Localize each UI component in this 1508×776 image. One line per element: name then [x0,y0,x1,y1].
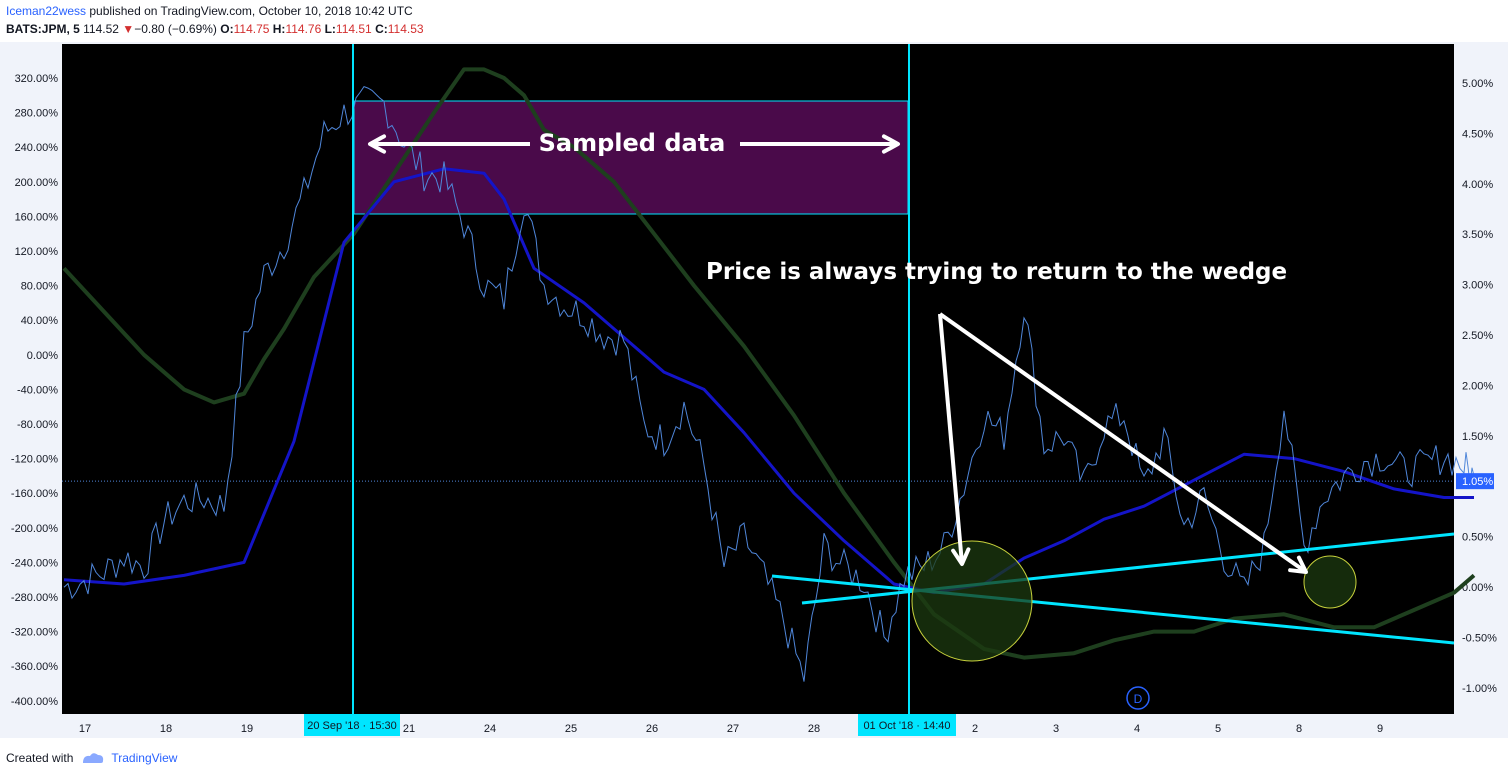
right-axis-tick: -0.50% [1462,632,1497,644]
x-axis-tick: 25 [565,723,577,735]
x-axis-tick: 8 [1296,723,1302,735]
right-axis-tick: -1.00% [1462,683,1497,695]
left-axis-tick: -240.00% [11,557,58,569]
dividend-marker-label: D [1134,692,1143,706]
green-moving-average [62,67,1476,660]
tradingview-link[interactable]: TradingView [111,751,178,765]
low-value: 114.51 [335,22,372,36]
ohlc-line: BATS:JPM, 5 114.52 ▼−0.80 (−0.69%) O:114… [6,22,424,36]
left-axis-tick: 0.00% [27,350,58,362]
symbol-label[interactable]: BATS:JPM, 5 [6,22,80,36]
right-axis-tick: 5.00% [1462,78,1493,90]
close-value: 114.53 [387,22,424,36]
wedge-arrow-diag-head [1288,555,1308,574]
price-line [63,85,1475,682]
left-axis-tick: -280.00% [11,592,58,604]
created-with-text: Created with [6,751,74,765]
right-axis-tick: 4.00% [1462,179,1493,191]
open-value: 114.75 [233,22,270,36]
x-axis-tick: 26 [646,723,658,735]
high-value: 114.76 [285,22,322,36]
right-axis-tick: 2.00% [1462,380,1493,392]
left-axis-tick: -160.00% [11,488,58,500]
left-axis-tick: 280.00% [15,108,59,120]
wedge-arrow-down-head [951,547,971,566]
price-note-annotation: Price is always trying to return to the … [706,259,1287,285]
right-axis-tick: 2.50% [1462,330,1493,342]
x-axis-tick: 5 [1215,723,1221,735]
left-axis-tick: -200.00% [11,523,58,535]
sampled-data-box [353,100,909,215]
cursor-date-label-bg [304,714,400,736]
cursor-date-label: 20 Sep '18 · 15:30 [307,720,397,732]
left-axis-tick: 320.00% [15,73,59,85]
last-price: 114.52 [83,22,119,36]
x-axis-tick: 28 [808,723,820,735]
x-axis-tick: 24 [484,723,496,735]
left-axis-tick: -120.00% [11,454,58,466]
price-chart[interactable]: 320.00%280.00%240.00%200.00%160.00%120.0… [0,42,1508,738]
sampled-arrow-left-head [368,134,387,154]
x-axis-tick: 17 [79,723,91,735]
tradingview-logo-icon [83,753,104,763]
down-arrow-icon: ▼ [122,22,135,36]
left-axis-tick: 80.00% [21,281,59,293]
wedge-arrow-diag-shaft [938,312,1308,574]
left-axis-tick: -40.00% [17,384,58,396]
x-axis-tick: 19 [241,723,253,735]
wedge-upper-trendline [771,574,1455,645]
publish-line: Iceman22wess published on TradingView.co… [6,4,413,18]
sampled-arrow-right-head [881,134,900,154]
low-label: L: [324,22,336,36]
published-text: published on TradingView.com, October 10… [86,4,413,18]
x-axis-tick: 3 [1053,723,1059,735]
wedge-lower-trendline [801,532,1455,605]
right-axis-tick: 1.50% [1462,431,1493,443]
author-link[interactable]: Iceman22wess [6,4,87,18]
right-axis-tick: 4.50% [1462,128,1493,140]
open-label: O: [220,22,234,36]
left-axis-tick: -80.00% [17,419,58,431]
current-value-tag-bg [1456,473,1494,490]
left-axis-tick: 200.00% [15,177,59,189]
left-axis-tick: -400.00% [11,696,58,708]
x-axis-tick: 21 [403,723,415,735]
right-axis-tick: 0.00% [1462,582,1493,594]
wedge-arrow-down-shaft [938,313,964,565]
x-axis-tick: 4 [1134,723,1140,735]
cursor-date-label: 01 Oct '18 · 14:40 [863,720,950,732]
left-axis-tick: 40.00% [21,315,59,327]
left-axis-tick: 120.00% [15,246,59,258]
left-axis-tick: 160.00% [15,211,59,223]
left-axis-tick: 240.00% [15,142,59,154]
x-axis-tick: 18 [160,723,172,735]
right-axis-tick: 3.50% [1462,229,1493,241]
price-change: −0.80 (−0.69%) [134,22,217,36]
current-value-tag: 1.05% [1462,476,1493,488]
highlight-circle-large [911,540,1033,662]
left-axis-tick: -320.00% [11,627,58,639]
highlight-circle-small [1303,555,1357,609]
footer: Created with TradingView [6,751,177,765]
high-label: H: [272,22,286,36]
right-axis-tick: 3.00% [1462,280,1493,292]
dividend-marker-icon [1126,686,1150,710]
left-axis-tick: -360.00% [11,661,58,673]
close-label: C: [375,22,388,36]
sampled-data-annotation: Sampled data [539,129,726,157]
x-axis-tick: 27 [727,723,739,735]
x-axis-tick: 9 [1377,723,1383,735]
cursor-date-label-bg [858,714,956,736]
right-axis-tick: 0.50% [1462,532,1493,544]
x-axis-tick: 2 [972,723,978,735]
